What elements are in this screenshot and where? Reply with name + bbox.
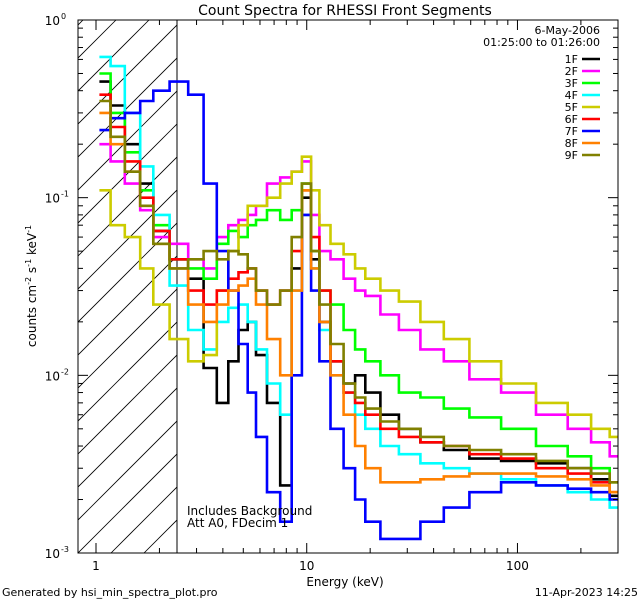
hatch-line <box>606 20 640 553</box>
hatch-line <box>78 24 177 125</box>
legend-label-6f: 6F <box>565 113 578 126</box>
annotation-background: Includes Background <box>187 504 312 518</box>
hatch-line <box>78 20 84 26</box>
series-3f-line <box>99 72 618 484</box>
y-tick-base: 10 <box>45 369 60 383</box>
x-tick-label: 10 <box>299 559 314 573</box>
annotation-attenuator: Att A0, FDecim 1 <box>187 516 288 530</box>
y-axis-label-main: counts cm <box>25 285 39 347</box>
y-tick-exp: 0 <box>61 12 66 21</box>
y-tick-label: 10 <box>45 14 60 28</box>
series-1f-line <box>99 80 618 498</box>
series-5f-line <box>99 155 618 439</box>
hatch-line <box>78 20 117 59</box>
footer-generated-by: Generated by hsi_min_spectra_plot.pro <box>2 586 218 599</box>
legend-label-3f: 3F <box>565 77 578 90</box>
y-tick-base: 10 <box>45 192 60 206</box>
y-axis-label-exp-kev: -1 <box>24 225 33 233</box>
legend-label-7f: 7F <box>565 125 578 138</box>
legend-label-1f: 1F <box>565 53 578 66</box>
x-tick-label: 100 <box>506 559 529 573</box>
hatch-line <box>78 189 177 290</box>
y-tick-exp: -2 <box>61 367 69 376</box>
chart-title: Count Spectra for RHESSI Front Segments <box>198 3 492 19</box>
series-6f-line <box>99 93 618 494</box>
y-axis-label-exp-cm: -2 <box>24 277 33 285</box>
attenuator-hatch <box>0 20 640 553</box>
y-tick-label: 10 <box>45 547 60 561</box>
series-4f-line <box>99 55 618 509</box>
hatch-line <box>78 222 177 323</box>
time-range-label: 01:25:00 to 01:26:00 <box>483 36 600 49</box>
hatch-line <box>78 387 177 488</box>
y-tick-label: 10 <box>45 369 60 383</box>
series-7f-line <box>99 80 618 541</box>
y-tick-exp: -3 <box>61 545 69 554</box>
y-axis-label-exp-s: -1 <box>24 259 33 267</box>
legend-label-5f: 5F <box>565 101 578 114</box>
series-group <box>99 55 618 541</box>
y-tick-label: 10 <box>45 192 60 206</box>
legend-label-2f: 2F <box>565 65 578 78</box>
y-tick-exp: -1 <box>61 190 69 199</box>
y-tick-base: 10 <box>45 14 60 28</box>
x-axis-label: Energy (keV) <box>306 575 383 589</box>
hatch-line <box>78 57 177 158</box>
hatch-line <box>78 453 177 553</box>
legend-label-4f: 4F <box>565 89 578 102</box>
hatch-line <box>0 20 17 553</box>
date-label: 6-May-2006 <box>535 24 600 37</box>
legend-label-8f: 8F <box>565 137 578 150</box>
y-axis-label-kev: keV <box>25 232 39 259</box>
legend-label-9f: 9F <box>565 149 578 162</box>
series-8f-line <box>99 111 618 494</box>
hatch-line <box>78 90 177 191</box>
hatch-line <box>78 255 177 356</box>
hatch-line <box>78 20 150 92</box>
hatch-line <box>78 420 177 521</box>
series-2f-line <box>99 142 618 458</box>
x-tick-label: 1 <box>92 559 100 573</box>
hatch-line <box>110 486 177 553</box>
plot-frame <box>77 19 619 554</box>
y-tick-base: 10 <box>45 547 60 561</box>
y-axis-label: counts cm-2 s-1 keV-1 <box>24 225 39 347</box>
footer-timestamp: 11-Apr-2023 14:25 <box>535 586 638 599</box>
y-axis-label-s: s <box>25 267 39 277</box>
series-9f-line <box>99 99 618 484</box>
